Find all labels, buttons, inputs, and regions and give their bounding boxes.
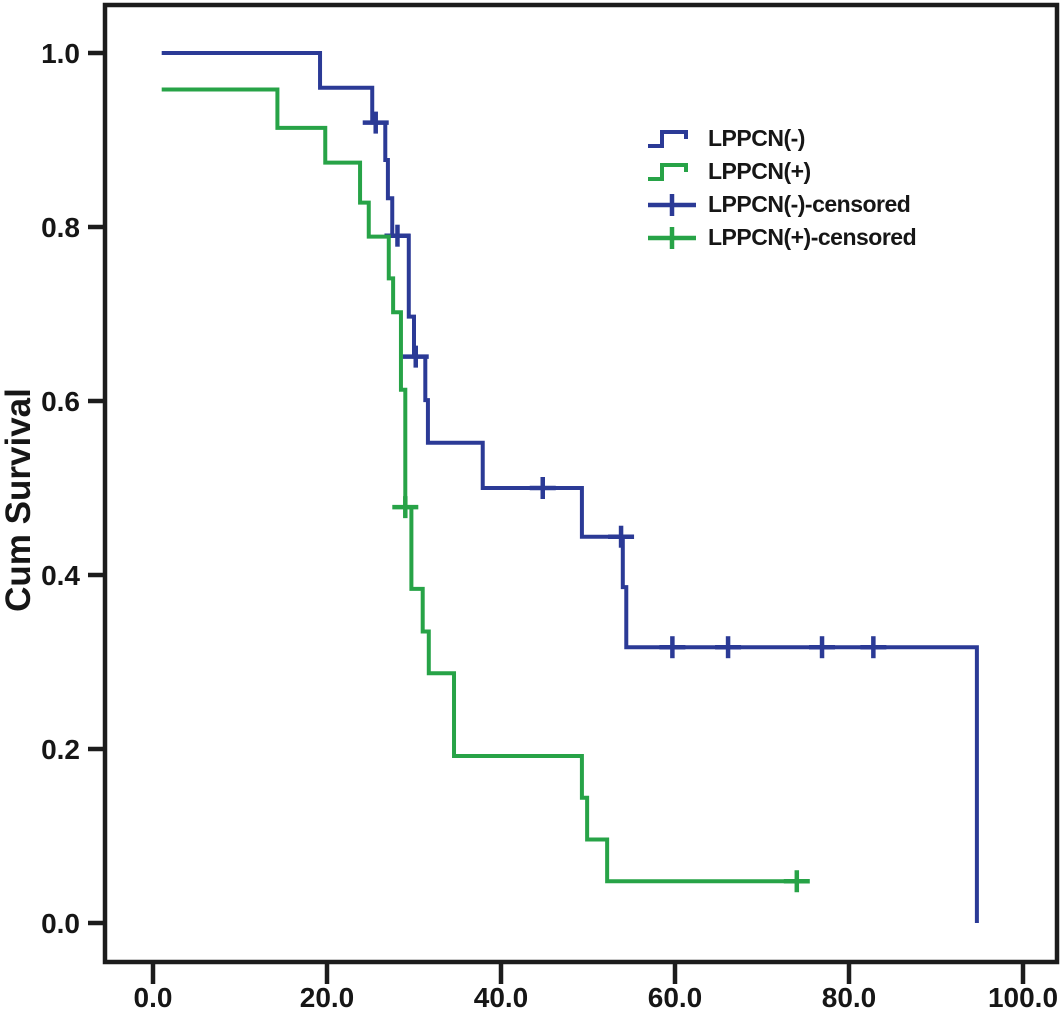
legend-item: LPPCN(-)-censored — [646, 188, 916, 221]
y-tick-label: 1.0 — [41, 38, 80, 69]
y-tick-label: 0.2 — [41, 734, 80, 765]
x-tick-label: 100.0 — [988, 982, 1058, 1013]
legend-item-label: LPPCN(-)-censored — [708, 191, 911, 217]
plus-glyph — [648, 193, 696, 216]
series-line-lppcn-pos — [161, 87, 797, 884]
y-tick-label: 0.6 — [41, 386, 80, 417]
plot-frame — [102, 2, 1060, 965]
x-tick-label: 60.0 — [648, 982, 703, 1013]
legend-item: LPPCN(-) — [646, 122, 916, 155]
plus-glyph — [648, 226, 696, 249]
legend-item-label: LPPCN(-) — [708, 125, 805, 151]
x-tick-label: 40.0 — [474, 982, 529, 1013]
y-tick-label: 0.0 — [41, 908, 80, 939]
y-axis-title: Cum Survival — [0, 388, 38, 612]
x-tick-label: 20.0 — [300, 982, 355, 1013]
step-line-glyph — [648, 162, 688, 181]
legend-item-label: LPPCN(+)-censored — [708, 224, 917, 250]
plot-area: 0.0 20.0 40.0 60.0 80.0 100.0 0.0 0.2 0.4 0.6 0.8 1… — [41, 2, 1060, 1013]
x-tick-label: 80.0 — [822, 982, 877, 1013]
y-tick-label: 0.4 — [41, 560, 80, 591]
legend-item-label: LPPCN(+) — [708, 158, 811, 184]
x-tick-label: 0.0 — [134, 982, 173, 1013]
legend-item: LPPCN(+)-censored — [646, 221, 917, 254]
legend: LPPCN(-) LPPCN(+) LPPCN(-)-censored LPPCN(+… — [646, 122, 917, 254]
y-tick-label: 0.8 — [41, 212, 80, 243]
step-line-glyph — [648, 129, 688, 148]
legend-item: LPPCN(+) — [646, 155, 916, 188]
